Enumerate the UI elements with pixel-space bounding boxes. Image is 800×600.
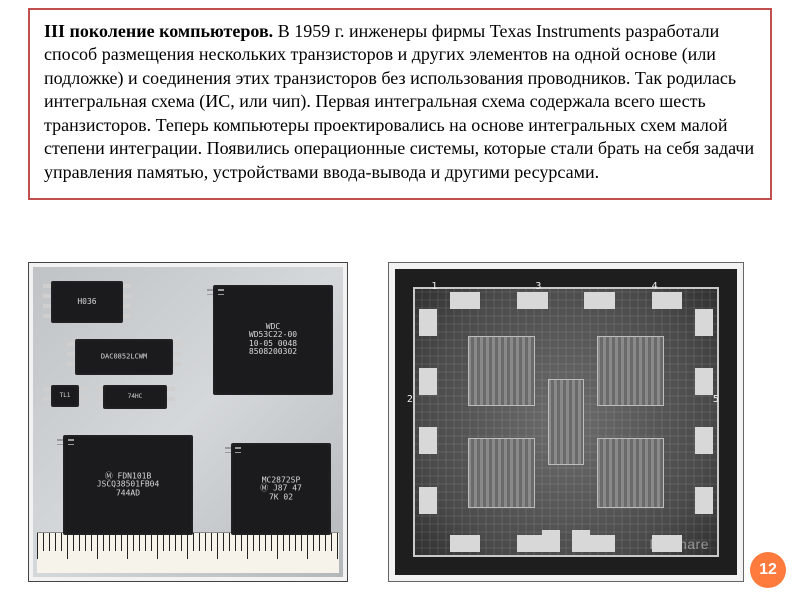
logic-block [468, 336, 535, 406]
bond-pad [419, 368, 437, 395]
pin-label: 1 [431, 282, 437, 292]
bond-pad [695, 487, 713, 514]
logic-block [597, 336, 664, 406]
image-chips: H036 DAC0852LCWM TL1 74HC WDC WD53C22-00 10-… [28, 262, 348, 582]
title-bold: III поколение компьютеров. [44, 21, 273, 41]
logic-block [597, 438, 664, 508]
bond-pad [584, 292, 615, 308]
chip-label: TL1 [51, 393, 79, 399]
bond-pad [450, 292, 481, 308]
body-text: В 1959 г. инженеры фирмы Texas Instrumen… [44, 21, 754, 182]
chip-label: 74HC [103, 394, 167, 400]
bond-pad [695, 368, 713, 395]
chip-soic-dac: DAC0852LCWM [75, 339, 173, 375]
images-row: H036 DAC0852LCWM TL1 74HC WDC WD53C22-00 10-… [28, 262, 772, 582]
chip-label: MC2872SP Ⓜ J87 47 7K 02 [231, 476, 331, 501]
image-die: MyShare 12345 [388, 262, 744, 582]
pin-label: 5 [713, 395, 719, 405]
pin-label: 2 [407, 395, 413, 405]
bond-pad [572, 530, 590, 552]
bond-pad [695, 427, 713, 454]
chip-sot-small: TL1 [51, 385, 79, 407]
bond-pad [652, 292, 683, 308]
chip-board: H036 DAC0852LCWM TL1 74HC WDC WD53C22-00 10-… [33, 267, 343, 577]
slide: III поколение компьютеров. В 1959 г. инж… [0, 0, 800, 600]
chip-qfp-mc2872: MC2872SP Ⓜ J87 47 7K 02 [231, 443, 331, 535]
bond-pad [652, 535, 683, 551]
chip-label: H036 [51, 298, 123, 306]
bond-pad [419, 487, 437, 514]
chip-soic-h036: H036 [51, 281, 123, 323]
ruler [37, 532, 339, 573]
bond-pad [450, 535, 481, 551]
chip-qfp-moto: Ⓜ FDN101B JSCQ38501FB04 744AD [63, 435, 193, 535]
paragraph: III поколение компьютеров. В 1959 г. инж… [44, 21, 754, 182]
chip-qfp-wd: WDC WD53C22-00 10-05 0048 8508200302 [213, 285, 333, 395]
die-frame: MyShare 12345 [395, 269, 737, 575]
pin-label: 3 [535, 282, 541, 292]
chip-label: WDC WD53C22-00 10-05 0048 8508200302 [213, 323, 333, 357]
chip-label: Ⓜ FDN101B JSCQ38501FB04 744AD [63, 472, 193, 497]
text-box: III поколение компьютеров. В 1959 г. инж… [28, 8, 772, 200]
bond-pad [517, 292, 548, 308]
page-number-badge: 12 [750, 552, 786, 588]
logic-block [548, 379, 585, 465]
chip-label: DAC0852LCWM [75, 353, 173, 360]
page-number: 12 [759, 562, 777, 578]
ic-die: MyShare 12345 [413, 287, 719, 557]
chip-soic-narrow: 74HC [103, 385, 167, 409]
bond-pad [419, 427, 437, 454]
bond-pad [542, 530, 560, 552]
bond-pad [695, 309, 713, 336]
bond-pad [419, 309, 437, 336]
pin-label: 4 [652, 282, 658, 292]
logic-block [468, 438, 535, 508]
